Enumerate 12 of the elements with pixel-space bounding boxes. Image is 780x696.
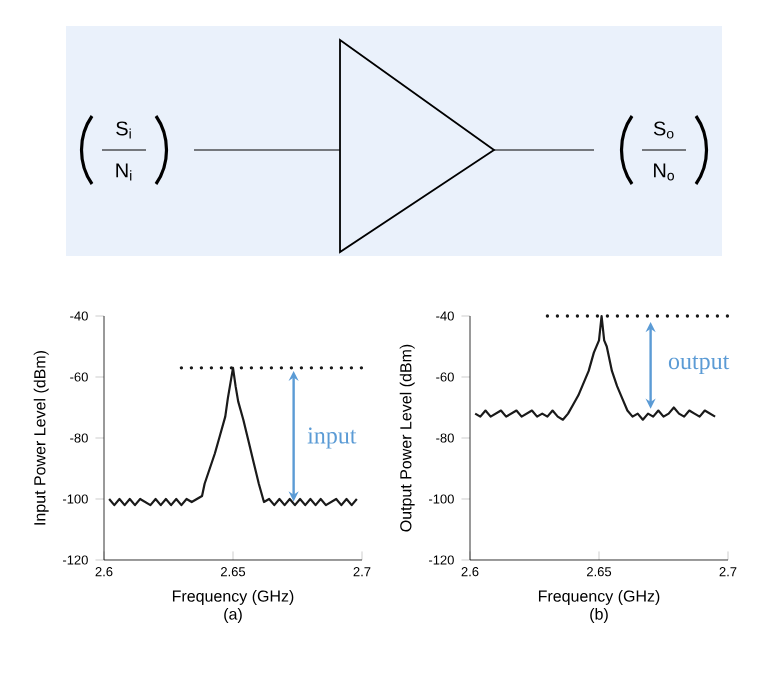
text: S$_{o}$ <box>653 121 674 139</box>
text: S$_{i}$ <box>116 121 131 139</box>
y-axis-title: Input Power Level (dBm) <box>33 350 49 525</box>
annotation: output <box>668 355 730 375</box>
annotation: input <box>307 427 357 449</box>
x-axis-title: Frequency (GHz) <box>172 589 294 605</box>
text: N$_{o}$ <box>654 163 675 181</box>
text: (b) <box>590 607 608 623</box>
text: N$_{i}$ <box>116 163 132 181</box>
x-axis-title: Frequency (GHz) <box>538 589 660 605</box>
y-axis-title: Output Power Level (dBm) <box>399 344 415 532</box>
text: (a) <box>224 607 242 623</box>
